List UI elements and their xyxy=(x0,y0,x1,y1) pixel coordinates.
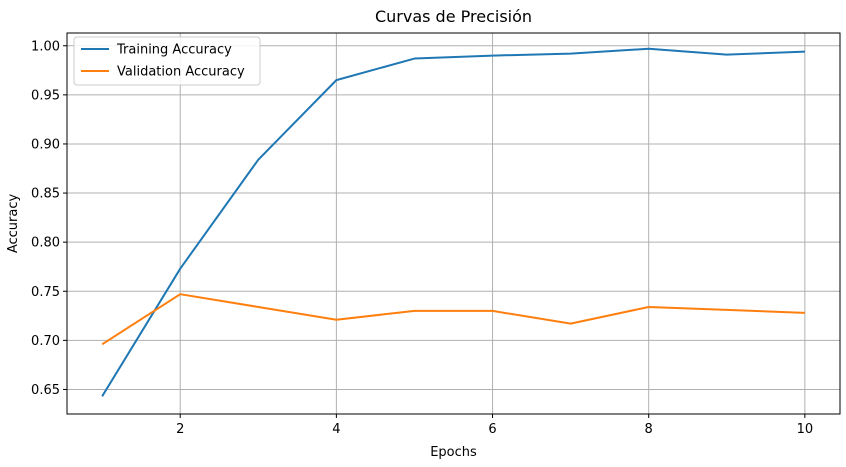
x-axis: 2 4 6 8 10 xyxy=(176,414,813,437)
x-tick-label: 2 xyxy=(176,422,184,437)
y-tick-label: 0.95 xyxy=(31,88,60,103)
legend: Training Accuracy Validation Accuracy xyxy=(73,36,261,86)
series xyxy=(101,47,805,397)
grid xyxy=(67,33,840,414)
y-axis-title: Accuracy xyxy=(6,194,21,254)
x-axis-title: Epochs xyxy=(430,445,477,460)
y-tick-label: 0.85 xyxy=(31,187,60,202)
y-tick-label: 1.00 xyxy=(31,39,60,54)
plot-area-frame xyxy=(66,32,841,415)
y-axis: 0.65 0.70 0.75 0.80 0.85 0.90 0.95 1.00 xyxy=(31,39,67,398)
y-tick-label: 0.90 xyxy=(31,137,60,152)
x-tick-label: 6 xyxy=(488,422,496,437)
x-tick-label: 10 xyxy=(797,422,814,437)
x-tick-label: 4 xyxy=(332,422,340,437)
series-line-validation xyxy=(101,293,805,346)
x-tick-label: 8 xyxy=(645,422,653,437)
y-tick-label: 0.70 xyxy=(31,334,60,349)
legend-label: Validation Accuracy xyxy=(117,65,245,80)
legend-box xyxy=(73,36,261,86)
series-line-training xyxy=(101,47,805,397)
y-tick-label: 0.75 xyxy=(31,285,60,300)
legend-label: Training Accuracy xyxy=(116,43,232,58)
y-tick-label: 0.65 xyxy=(31,383,60,398)
y-tick-label: 0.80 xyxy=(31,236,60,251)
chart-title: Curvas de Precisión xyxy=(375,7,532,26)
